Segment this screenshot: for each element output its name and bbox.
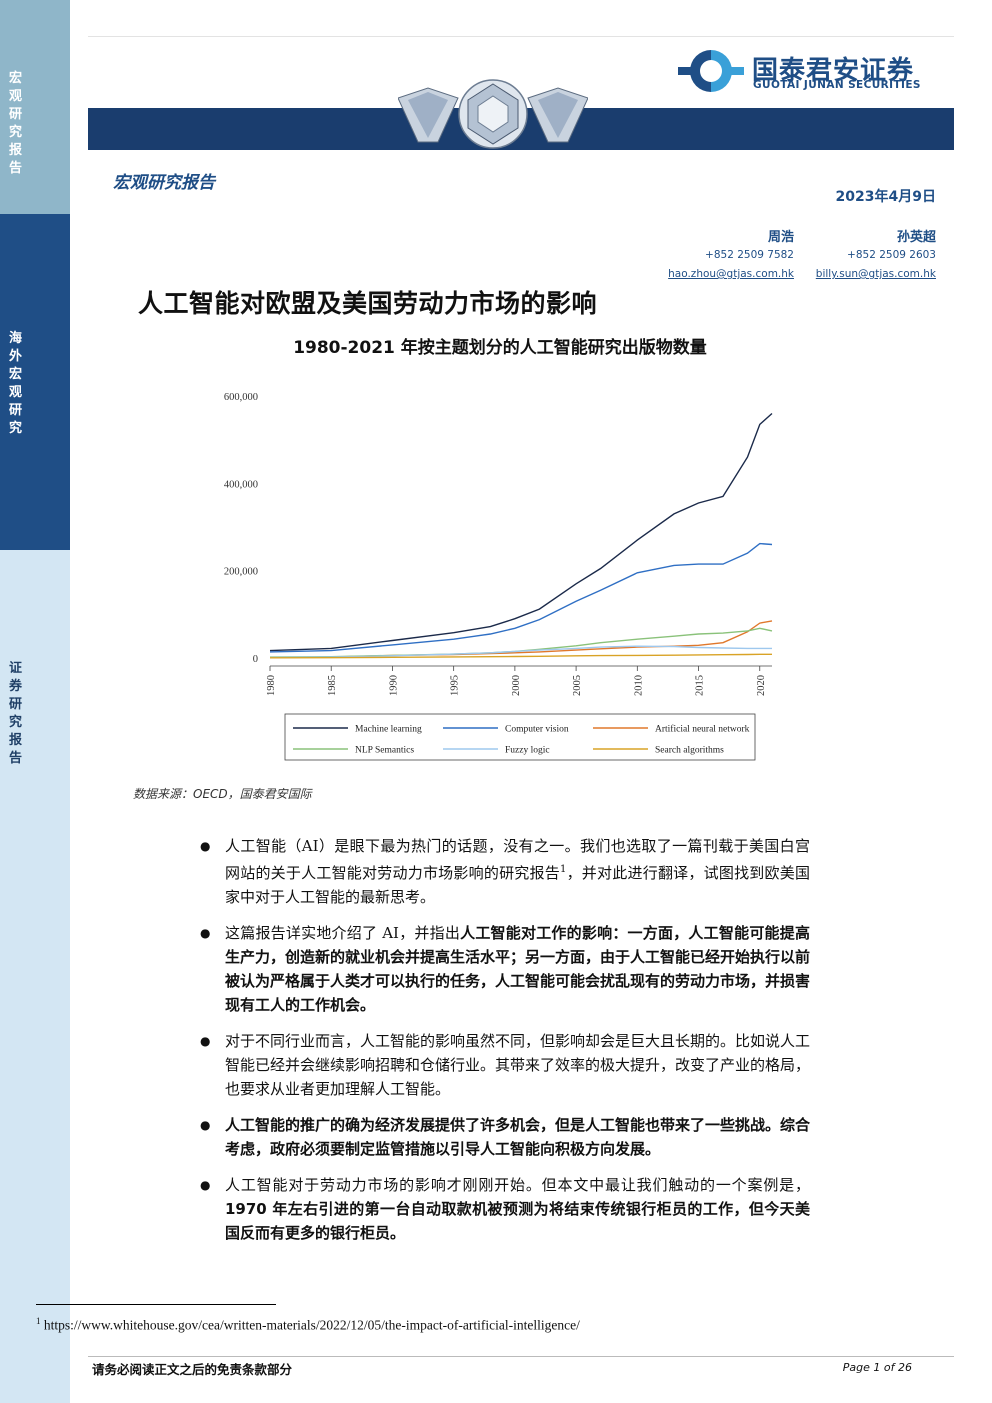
legend-label: Fuzzy logic (505, 746, 550, 756)
series-line-0 (269, 412, 773, 652)
footnote-url-link[interactable]: https://www.whitehouse.gov/cea/written-m… (43, 1317, 580, 1333)
y-tick-label: 200,000 (224, 567, 258, 578)
diamond-image (398, 79, 588, 149)
y-tick-label: 600,000 (224, 392, 258, 403)
bullet-item: ● 人工智能对于劳动力市场的影响才刚刚开始。但本文中最让我们触动的一个案例是， 19… (200, 1173, 810, 1245)
bullet-text-bold: 人工智能的推广的确为经济发展提供了许多机会，但是人工智能也带来了一些挑战。综合考… (225, 1116, 811, 1158)
x-tick-label: 2020 (756, 675, 767, 696)
summary-bullets: ● 人工智能（AI）是眼下最为热门的话题，没有之一。我们也选取了一篇刊载于美国白宫… (200, 834, 810, 1257)
publications-line-chart: 0 200,000 400,000 600,000 1980 1985 1990 1995 20… (224, 392, 773, 761)
bullet-dot-icon: ● (200, 926, 211, 940)
series-line-5 (269, 653, 772, 659)
bullet-text-bold: 1970 年左右引进的第一台自动取款机被预测为将结束传统银行柜员的工作，但今天美… (225, 1200, 810, 1242)
legend-label: Computer vision (505, 725, 569, 735)
footer-disclaimer: 请务必阅读正文之后的免责条款部分 (92, 1362, 293, 1377)
sidebar-label-overseas: 海外宏观研究 (9, 331, 23, 436)
chart-legend-box (284, 713, 756, 761)
bullet-dot-icon: ● (200, 1178, 211, 1192)
bullet-dot-icon: ● (200, 1034, 211, 1048)
sidebar-label-securities: 证券研究报告 (9, 661, 23, 766)
footnote: 1 https://www.whitehouse.gov/cea/written… (36, 1316, 580, 1334)
bullet-item: ● 对于不同行业而言，人工智能的影响虽然不同，但影响却会是巨大且长期的。比如说人工… (200, 1029, 810, 1101)
bullet-text-bold: 人工智能对工作的影响：一方面，人工智能可能提高生产力，创造新的就业机会并提高生活… (225, 924, 811, 1014)
x-tick-label: 1980 (266, 675, 277, 696)
sidebar-segment-bottom (0, 550, 70, 1403)
header-divider (88, 36, 954, 37)
y-tick-label: 400,000 (224, 479, 258, 490)
bullet-text: 人工智能（AI）是眼下最为热门的话题，没有之一。我们也选取了一篇刊载于美国白宫网… (225, 837, 810, 882)
footnote-ref: 1 (559, 864, 567, 875)
bullet-text: ，并对此进行翻译，试图找到欧美国家中对于人工智能的最新思考。 (225, 864, 810, 906)
chart-title-wrap: 1980-2021 年按主题划分的人工智能研究出版物数量 (0, 333, 992, 358)
logo-english-name: GUOTAI JUNAN SECURITIES (753, 79, 921, 91)
legend-label: Artificial neural network (655, 724, 750, 735)
footnote-number: 1 (36, 1316, 41, 1326)
author-phone: +852 2509 2603 (847, 249, 936, 261)
series-line-1 (269, 542, 773, 653)
x-tick-label: 1985 (327, 675, 338, 696)
sidebar-label-report: 宏观研究报告 (9, 71, 23, 176)
logo-emblem-icon (678, 50, 744, 92)
y-tick-label: 0 (253, 654, 258, 665)
sidebar: 宏观研究报告 海外宏观研究 证券研究报告 (0, 0, 70, 1403)
report-type-label: 宏观研究报告 (113, 173, 215, 193)
bullet-text: 人工智能对于劳动力市场的影响才刚刚开始。但本文中最让我们触动的一个案例是， (225, 1176, 810, 1194)
report-title: 人工智能对欧盟及美国劳动力市场的影响 (138, 289, 598, 318)
legend-label: Machine learning (355, 725, 422, 735)
chart-title: 1980-2021 年按主题划分的人工智能研究出版物数量 (293, 338, 707, 358)
report-date: 2023年4月9日 (835, 189, 936, 205)
bullet-dot-icon: ● (200, 1118, 211, 1132)
x-tick-label: 1995 (450, 675, 461, 696)
x-tick-label: 2010 (633, 675, 644, 696)
bullet-item: ● 这篇报告详实地介绍了 AI，并指出人工智能对工作的影响：一方面，人工智能可能提… (200, 921, 810, 1017)
author-email-link[interactable]: billy.sun@gtjas.com.hk (815, 268, 936, 280)
legend-label: NLP Semantics (355, 746, 414, 756)
footer-divider (88, 1356, 954, 1357)
bullet-item: ● 人工智能的推广的确为经济发展提供了许多机会，但是人工智能也带来了一些挑战。综合… (200, 1113, 810, 1161)
bullet-dot-icon: ● (200, 839, 211, 853)
bullet-text: 对于不同行业而言，人工智能的影响虽然不同，但影响却会是巨大且长期的。比如说人工智… (225, 1032, 811, 1098)
author-phone: +852 2509 7582 (705, 249, 794, 261)
sidebar-segment-middle (0, 214, 70, 550)
legend-label: Search algorithms (655, 746, 724, 756)
author-name: 周浩 (767, 230, 794, 245)
logo-chinese-name: 国泰君安证券 (752, 56, 915, 86)
author-email-link[interactable]: hao.zhou@gtjas.com.hk (668, 268, 794, 280)
footnote-divider (36, 1304, 276, 1305)
author-name: 孙英超 (896, 230, 936, 245)
company-logo: 国泰君安证券 GUOTAI JUNAN SECURITIES (676, 48, 956, 94)
series-line-4 (269, 645, 772, 659)
bullet-text: 这篇报告详实地介绍了 AI，并指出 (225, 924, 461, 942)
page-number: Page 1 of 26 (842, 1361, 912, 1374)
bullet-item: ● 人工智能（AI）是眼下最为热门的话题，没有之一。我们也选取了一篇刊载于美国白宫… (200, 834, 810, 909)
x-tick-label: 2000 (511, 675, 522, 696)
x-tick-label: 1990 (388, 675, 399, 696)
chart-source: 数据来源：OECD，国泰君安国际 (133, 787, 312, 801)
x-tick-label: 2015 (695, 675, 706, 696)
x-tick-label: 2005 (572, 675, 583, 696)
sidebar-segment-top (0, 0, 70, 214)
